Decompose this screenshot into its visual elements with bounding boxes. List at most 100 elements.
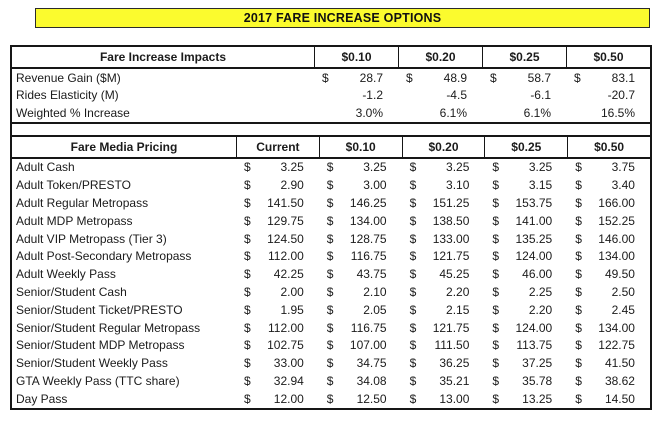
currency-symbol: $ (575, 356, 582, 371)
amount-value: 3.25 (280, 160, 304, 175)
currency-symbol: $ (409, 178, 417, 193)
amount-cell: $3.00 (319, 176, 402, 194)
row-label: Rides Elasticity (M) (16, 88, 119, 103)
currency-symbol: $ (574, 70, 581, 85)
amount-value: 1.95 (280, 302, 304, 317)
fare-media-pricing-table: Fare Media Pricing Current $0.10 $0.20 $0.25… (10, 134, 652, 410)
table-row: Adult MDP Metropass $129.75 $134.00 $138.50… (12, 212, 650, 230)
amount-cell: $38.62 (567, 372, 650, 390)
amount-cell: $138.50 (402, 212, 485, 230)
amount-cell: $2.15 (402, 301, 485, 319)
table-row: Senior/Student Cash $2.00 $2.10 $2.20 $2.25 $… (12, 283, 650, 301)
amount-value: 2.05 (363, 302, 387, 317)
amount-value: 111.50 (434, 338, 470, 353)
amount-value: -6.1 (530, 88, 551, 103)
row-label: Senior/Student MDP Metropass (16, 338, 185, 353)
amount-cell: $134.00 (567, 319, 650, 337)
amount-value: 3.25 (446, 160, 470, 175)
amount-value: 134.00 (598, 249, 635, 264)
amount-value: 3.25 (528, 160, 553, 175)
currency-symbol: $ (244, 178, 251, 193)
amount-cell: $2.20 (402, 283, 485, 301)
amount-value: 107.00 (349, 338, 387, 353)
currency-symbol: $ (244, 373, 251, 388)
amount-value: 36.25 (439, 356, 470, 371)
currency-symbol: $ (244, 391, 251, 406)
fare-increase-impacts-table: Fare Increase Impacts $0.10 $0.20 $0.25 $0.5… (10, 45, 652, 124)
currency-symbol: $ (492, 160, 500, 175)
amount-cell: 3.0% (314, 104, 398, 122)
amount-value: 116.75 (350, 320, 387, 335)
amount-cell: $3.10 (402, 176, 485, 194)
amount-cell: $41.50 (567, 354, 650, 372)
amount-cell: $3.25 (484, 159, 567, 177)
amount-cell: 16.5% (566, 104, 650, 122)
currency-symbol: $ (244, 320, 251, 335)
amount-cell: $2.90 (236, 176, 319, 194)
amount-value: 6.1% (439, 105, 467, 120)
row-label: Senior/Student Cash (16, 284, 127, 299)
currency-symbol: $ (492, 302, 500, 317)
currency-symbol: $ (244, 338, 251, 353)
table-row: Rides Elasticity (M) -1.2 -4.5 -6.1 -20.7 (12, 87, 650, 105)
table-row: Adult Post-Secondary Metropass $112.00 $11… (12, 247, 650, 265)
amount-value: -20.7 (607, 88, 635, 103)
sheet-title: 2017 FARE INCREASE OPTIONS (35, 8, 650, 28)
fare-options-sheet: 2017 FARE INCREASE OPTIONS Fare Increase… (0, 8, 660, 410)
amount-cell: $121.75 (402, 319, 485, 337)
currency-symbol: $ (409, 320, 417, 335)
currency-symbol: $ (326, 356, 334, 371)
amount-cell: $3.25 (402, 159, 485, 177)
amount-cell: $2.05 (319, 301, 402, 319)
amount-cell: $13.00 (402, 390, 485, 408)
amount-cell: $151.25 (402, 194, 485, 212)
currency-symbol: $ (575, 178, 582, 193)
amount-value: 34.08 (356, 373, 387, 388)
amount-value: -1.2 (362, 88, 383, 103)
column-header: $0.20 (398, 47, 482, 67)
amount-value: 33.00 (273, 356, 304, 371)
amount-cell: $2.00 (236, 283, 319, 301)
amount-value: 2.20 (446, 284, 470, 299)
currency-symbol: $ (492, 373, 500, 388)
amount-cell: $128.75 (319, 230, 402, 248)
amount-value: 45.25 (439, 267, 470, 282)
table-row: Adult Regular Metropass $141.50 $146.25 $15… (12, 194, 650, 212)
currency-symbol: $ (244, 302, 251, 317)
column-header: $0.10 (314, 47, 398, 67)
currency-symbol: $ (326, 178, 334, 193)
amount-value: 141.00 (515, 213, 553, 228)
table-row: Adult Cash $3.25 $3.25 $3.25 $3.25 $3.75 (12, 159, 650, 177)
amount-cell: $152.25 (567, 212, 650, 230)
amount-value: 141.50 (267, 195, 304, 210)
amount-cell: $3.75 (567, 159, 650, 177)
amount-value: 49.50 (604, 267, 635, 282)
amount-value: 2.15 (446, 302, 470, 317)
amount-value: 146.25 (349, 195, 387, 210)
row-label: Day Pass (16, 391, 68, 406)
amount-cell: $112.00 (236, 319, 319, 337)
currency-symbol: $ (575, 373, 582, 388)
currency-symbol: $ (409, 302, 417, 317)
amount-cell: $13.25 (484, 390, 567, 408)
currency-symbol: $ (490, 70, 497, 85)
row-label: Adult MDP Metropass (16, 213, 133, 228)
amount-cell: $124.00 (484, 319, 567, 337)
header-row: Fare Media Pricing Current $0.10 $0.20 $0.25… (12, 136, 650, 159)
amount-value: 135.25 (515, 231, 553, 246)
amount-cell: $33.00 (236, 354, 319, 372)
currency-symbol: $ (492, 338, 500, 353)
amount-cell: $146.25 (319, 194, 402, 212)
amount-value: 2.90 (280, 178, 304, 193)
amount-cell: $34.08 (319, 372, 402, 390)
amount-cell: $3.40 (567, 176, 650, 194)
table-title-cell: Fare Increase Impacts (99, 50, 227, 64)
amount-cell: $121.75 (402, 247, 485, 265)
currency-symbol: $ (326, 267, 334, 282)
amount-value: 32.94 (273, 373, 304, 388)
column-header: $0.20 (401, 136, 485, 157)
column-header: $0.50 (567, 136, 650, 157)
amount-cell: $48.9 (398, 69, 482, 87)
amount-cell: $3.25 (236, 159, 319, 177)
row-label: Senior/Student Ticket/PRESTO (16, 302, 183, 317)
